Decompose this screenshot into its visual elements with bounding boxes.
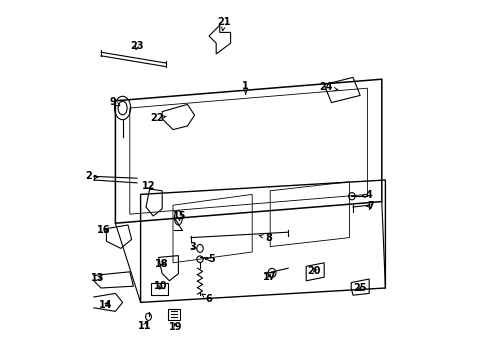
Text: 4: 4 xyxy=(362,190,372,201)
Text: 17: 17 xyxy=(263,272,276,282)
Text: 3: 3 xyxy=(190,242,196,252)
Text: 21: 21 xyxy=(218,17,231,31)
Text: 22: 22 xyxy=(150,113,166,123)
Text: 6: 6 xyxy=(202,294,212,304)
Text: 11: 11 xyxy=(138,321,152,331)
Text: 25: 25 xyxy=(353,283,367,293)
Text: 1: 1 xyxy=(243,81,249,94)
Text: 15: 15 xyxy=(173,211,186,221)
Text: 16: 16 xyxy=(97,225,111,235)
Text: 19: 19 xyxy=(169,321,182,332)
Text: 24: 24 xyxy=(319,82,338,93)
Text: 23: 23 xyxy=(130,41,144,51)
Text: 14: 14 xyxy=(98,300,112,310)
Text: 9: 9 xyxy=(109,97,120,107)
Text: 20: 20 xyxy=(308,266,321,276)
Text: 8: 8 xyxy=(259,233,272,243)
Text: 5: 5 xyxy=(206,254,215,264)
Text: 10: 10 xyxy=(154,281,167,291)
Text: 2: 2 xyxy=(85,171,98,181)
Text: 7: 7 xyxy=(367,201,374,211)
Text: 18: 18 xyxy=(155,258,169,269)
Text: 13: 13 xyxy=(91,273,105,283)
Text: 12: 12 xyxy=(142,181,156,192)
